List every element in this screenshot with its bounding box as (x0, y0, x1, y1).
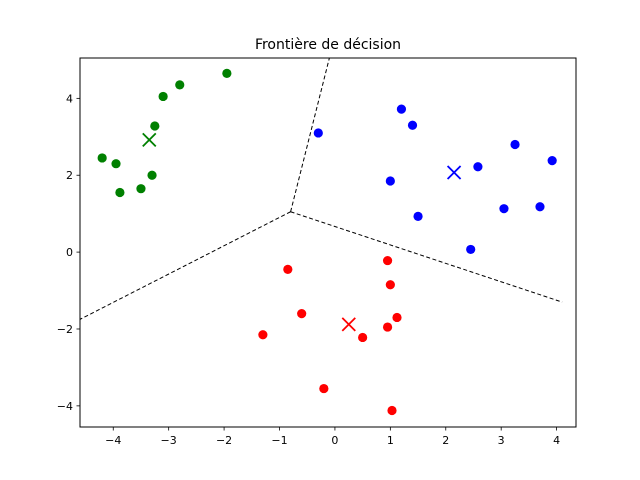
point-cluster-1-3 (115, 187, 125, 198)
centroid-marker-2 (446, 165, 462, 180)
x-tick-label: −2 (216, 434, 232, 447)
point-cluster-3-7 (385, 280, 395, 290)
point-cluster-2-8 (499, 204, 509, 214)
y-tick-label: 0 (66, 246, 73, 259)
point-cluster-2-9 (510, 139, 520, 150)
y-tick-label: 2 (66, 169, 73, 182)
centroid-marker-3 (341, 317, 356, 332)
point-cluster-1-2 (111, 159, 121, 169)
point-cluster-3-4 (319, 383, 329, 394)
boundary-line-3 (290, 211, 563, 303)
x-tick-label: 0 (331, 434, 338, 447)
point-cluster-1-1 (97, 153, 107, 163)
x-tick-label: −1 (271, 434, 287, 447)
x-tick-label: −4 (105, 434, 121, 447)
x-tick-label: 3 (498, 434, 505, 447)
data-points (97, 68, 557, 416)
y-tick-label: −2 (57, 323, 73, 336)
y-axis-ticks: −4 −2 0 2 4 (57, 92, 80, 413)
boundary-line-1 (290, 57, 330, 212)
point-cluster-2-5 (413, 211, 423, 221)
point-cluster-1-5 (147, 170, 157, 180)
point-cluster-2-10 (535, 202, 545, 212)
point-cluster-1-7 (158, 91, 168, 102)
point-cluster-3-2 (297, 309, 307, 319)
point-cluster-3-9 (392, 312, 402, 323)
x-tick-label: 2 (442, 434, 449, 447)
y-tick-label: −4 (57, 400, 73, 413)
point-cluster-1-9 (222, 68, 232, 78)
point-cluster-3-10 (387, 405, 397, 416)
x-axis-ticks: −4 −3 −2 −1 0 1 2 3 4 (105, 427, 560, 447)
boundary-line-2 (79, 211, 291, 320)
decision-boundaries (79, 57, 563, 320)
point-cluster-2-7 (473, 162, 483, 172)
point-cluster-2-11 (547, 156, 557, 166)
x-tick-label: 1 (387, 434, 394, 447)
point-cluster-2-4 (385, 176, 395, 186)
centroid-marker-1 (142, 132, 157, 148)
point-cluster-3-3 (258, 330, 268, 340)
point-cluster-2-3 (407, 120, 418, 130)
point-cluster-3-6 (382, 255, 393, 266)
point-cluster-2-1 (313, 128, 323, 138)
point-cluster-2-2 (396, 104, 407, 114)
point-cluster-3-1 (283, 264, 293, 275)
x-tick-label: 4 (553, 434, 560, 447)
chart-title: Frontière de décision (255, 37, 401, 53)
point-cluster-1-8 (175, 80, 185, 90)
point-cluster-3-5 (358, 332, 368, 343)
centroids (142, 132, 462, 332)
plot-frame (79, 57, 577, 428)
y-tick-label: 4 (66, 92, 73, 105)
point-cluster-2-6 (466, 244, 476, 255)
point-cluster-1-4 (136, 184, 146, 194)
point-cluster-3-8 (382, 322, 393, 332)
x-tick-label: −3 (161, 434, 177, 447)
point-cluster-1-6 (150, 121, 160, 131)
